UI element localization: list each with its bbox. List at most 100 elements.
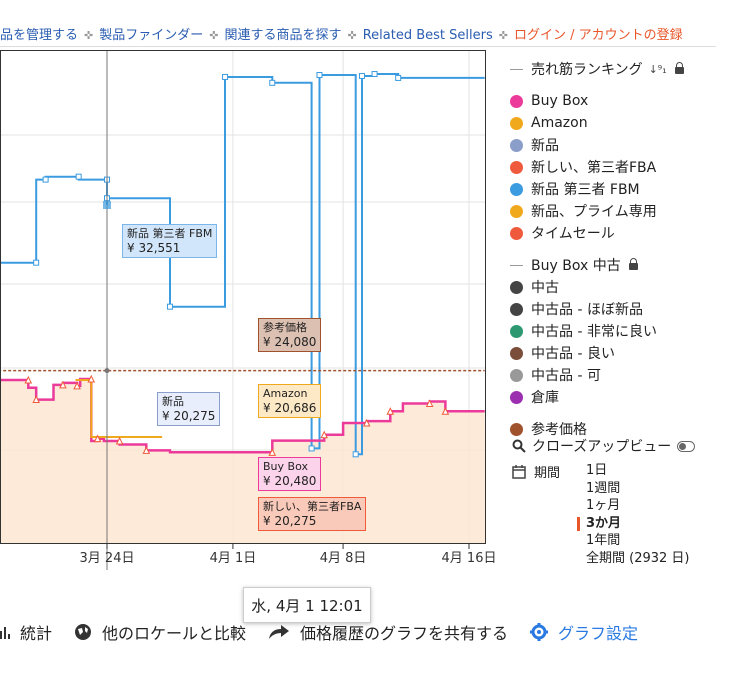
- series-line-新品-第三者-FBM: [0, 73, 485, 456]
- legend-used-item-1[interactable]: 中古品 - ほぼ新品: [510, 298, 684, 320]
- stats-label: 統計: [20, 624, 53, 643]
- legend-used-item-2[interactable]: 中古品 - 非常に良い: [510, 320, 684, 342]
- legend-used-item-0[interactable]: 中古: [510, 276, 684, 298]
- data-point-buybox: [87, 374, 96, 383]
- legend-dot-icon: [510, 182, 523, 196]
- data-point-fbm: [75, 173, 82, 180]
- legend-used-item-3[interactable]: 中古品 - 良い: [510, 342, 684, 364]
- closeup-view-toggle[interactable]: クローズアップビュー: [512, 436, 696, 456]
- data-point-fbm: [316, 72, 323, 79]
- legend-sales-rank-label: 売れ筋ランキング: [531, 62, 643, 78]
- data-point-fbm: [308, 445, 315, 452]
- legend-label: 中古品 - 可: [531, 368, 601, 384]
- nav-product-finder[interactable]: 製品ファインダー: [99, 28, 204, 43]
- legend-item-3[interactable]: 新しい、第三者FBA: [510, 156, 684, 178]
- data-point-buybox: [441, 407, 450, 415]
- legend-buybox-used[interactable]: Buy Box 中古: [510, 254, 684, 276]
- data-point-fbm: [166, 303, 173, 310]
- legend-label: 中古品 - 良い: [531, 346, 615, 362]
- legend-dot-icon: [510, 138, 523, 152]
- toggle-icon[interactable]: [677, 440, 696, 452]
- tooltip-new-value: ¥ 20,275: [162, 409, 216, 423]
- data-point-buybox: [142, 446, 151, 454]
- share-graph-button[interactable]: 価格履歴のグラフを共有する: [268, 620, 508, 644]
- legend-item-5[interactable]: 新品、プライム専用: [510, 200, 684, 222]
- data-point-buybox: [362, 418, 371, 427]
- tooltip-fbm-value: ¥ 32,551: [127, 241, 181, 255]
- legend-label: 中古品 - ほぼ新品: [531, 302, 643, 318]
- period-option[interactable]: 全期間 (2932 日): [586, 550, 690, 566]
- lock-icon: [628, 257, 638, 270]
- legend-sales-rank[interactable]: 売れ筋ランキング ↓⁹₁: [510, 58, 684, 80]
- legend-item-6[interactable]: タイムセール: [510, 222, 684, 244]
- sort-icon[interactable]: ↓⁹₁: [648, 62, 667, 76]
- data-point-buybox: [73, 381, 81, 390]
- price-history-chart[interactable]: 3月 24日 4月 1日 4月 8日 4月 16日: [0, 50, 500, 570]
- data-point-buybox: [115, 436, 124, 445]
- legend-label: 中古: [531, 280, 559, 296]
- period-option[interactable]: 1週間: [586, 480, 621, 496]
- x-tick-label: 4月 1日: [210, 551, 257, 566]
- hover-date-box: 水, 4月 1 12:01: [243, 587, 371, 623]
- legend-item-4[interactable]: 新品 第三者 FBM: [510, 178, 684, 200]
- legend-item-2[interactable]: 新品: [510, 134, 684, 156]
- legend-label: タイムセール: [531, 226, 615, 242]
- nav-related-products[interactable]: 関連する商品を探す: [224, 28, 342, 43]
- tooltip-new: 新品 ¥ 20,275: [157, 392, 221, 426]
- compare-locales-button[interactable]: 他のロケールと比較: [74, 620, 246, 644]
- legend-item-ref-price[interactable]: 参考価格: [510, 418, 684, 440]
- data-point-fbm: [358, 72, 365, 79]
- data-point-buybox: [268, 448, 277, 456]
- data-point-fbm: [395, 74, 402, 81]
- tooltip-fba: 新しい、第三者FBA ¥ 20,275: [258, 497, 367, 531]
- legend-label: 新品 第三者 FBM: [531, 182, 640, 198]
- nav-separator-icon: ✜: [498, 29, 508, 42]
- search-icon: [512, 439, 526, 453]
- legend-label: Buy Box: [531, 93, 589, 109]
- chart-legend: 売れ筋ランキング ↓⁹₁ Buy Box Amazon 新品 新しい、第三者FBA 新品…: [510, 58, 684, 440]
- legend-dot-icon: [510, 302, 523, 316]
- legend-label: 倉庫: [531, 390, 559, 406]
- tooltip-buybox-value: ¥ 20,480: [263, 474, 317, 488]
- data-point-buybox: [24, 375, 33, 384]
- gear-icon: [530, 623, 549, 641]
- data-point-fbm: [352, 451, 359, 458]
- period-option[interactable]: 3か月: [577, 515, 690, 533]
- data-point-buybox: [425, 399, 434, 407]
- share-graph-label: 価格履歴のグラフを共有する: [300, 624, 509, 643]
- nav-related-best-sellers[interactable]: Related Best Sellers: [362, 28, 493, 43]
- tooltip-amazon: Amazon ¥ 20,686: [258, 384, 322, 418]
- legend-dot-icon: [510, 346, 523, 360]
- hover-point-ref: [104, 368, 110, 374]
- tooltip-ref-label: 参考価格: [263, 321, 307, 334]
- period-option[interactable]: 1日: [586, 463, 608, 478]
- period-option[interactable]: 1ヶ月: [586, 498, 621, 514]
- data-point-buybox: [386, 407, 395, 415]
- legend-used-item-5[interactable]: 倉庫: [510, 386, 684, 408]
- legend-dot-icon: [510, 160, 523, 174]
- legend-dot-icon: [510, 116, 523, 130]
- globe-icon: [75, 624, 92, 640]
- tooltip-fba-label: 新しい、第三者FBA: [263, 500, 362, 513]
- legend-item-0[interactable]: Buy Box: [510, 90, 684, 112]
- tooltip-buybox: Buy Box ¥ 20,480: [258, 457, 322, 491]
- stats-button[interactable]: 統計: [0, 620, 52, 644]
- legend-label: 新品、プライム専用: [531, 204, 657, 220]
- nav-manage-products[interactable]: 品を管理する: [0, 28, 79, 43]
- tooltip-fbm-label: 新品 第三者 FBM: [127, 227, 213, 240]
- legend-item-1[interactable]: Amazon: [510, 112, 684, 134]
- period-option[interactable]: 1年間: [586, 533, 621, 549]
- tooltip-fba-value: ¥ 20,275: [263, 514, 317, 528]
- bottom-toolbar: 統計 他のロケールと比較 価格履歴のグラフを共有する グラフ設定: [0, 620, 660, 644]
- bar-chart-icon: [0, 627, 10, 639]
- tooltip-new-label: 新品: [162, 395, 184, 408]
- legend-dot-icon: [510, 94, 523, 108]
- data-point-fbm: [42, 176, 49, 183]
- nav-login-link[interactable]: ログイン / アカウントの登録: [513, 28, 683, 43]
- legend-used-item-4[interactable]: 中古品 - 可: [510, 364, 684, 386]
- tooltip-ref-value: ¥ 24,080: [263, 335, 317, 349]
- period-options: 1日 1週間 1ヶ月 3か月 1年間 全期間 (2932 日): [577, 462, 690, 568]
- calendar-icon: [512, 464, 526, 479]
- x-tick-label: 4月 8日: [320, 551, 367, 566]
- graph-settings-button[interactable]: グラフ設定: [530, 620, 638, 644]
